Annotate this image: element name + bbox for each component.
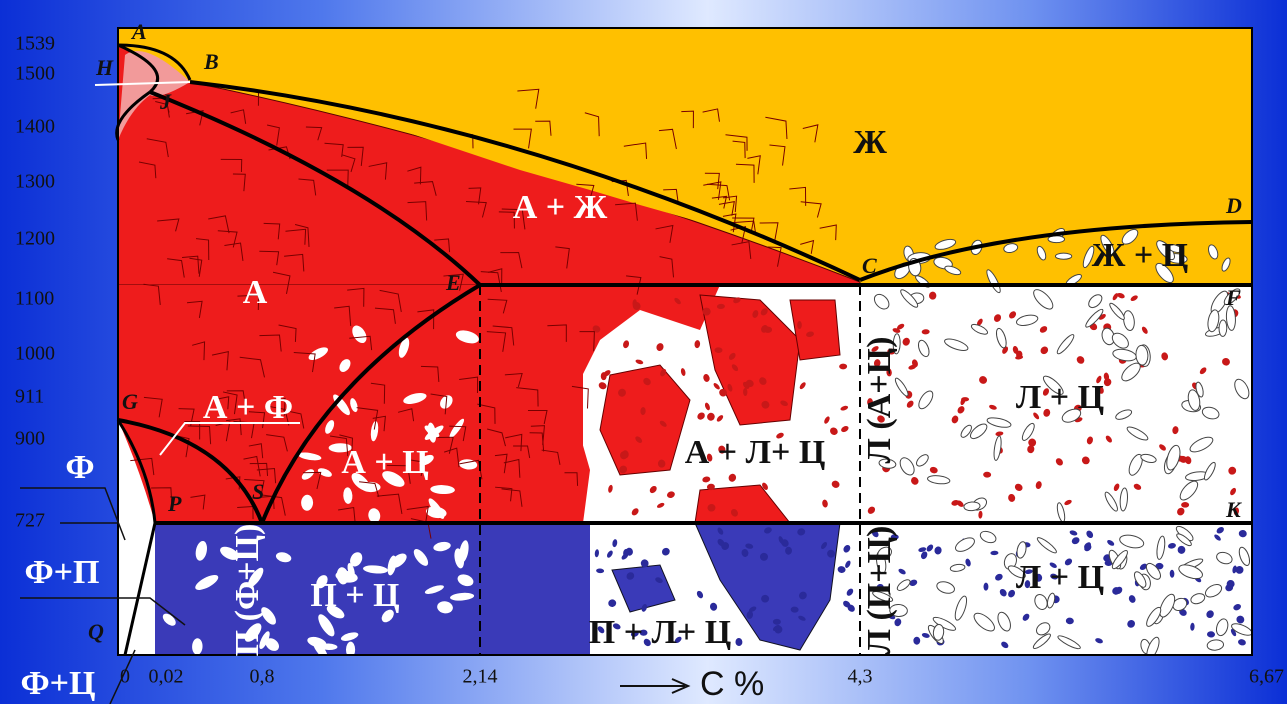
point-label: G xyxy=(122,389,138,414)
y-tick-label: 1539 xyxy=(15,33,55,55)
grain xyxy=(797,321,802,329)
region-label: Л + Ц xyxy=(1016,379,1104,416)
region-label: А + Ж xyxy=(513,189,608,226)
point-label: C xyxy=(862,253,877,278)
region-label: А + Ц xyxy=(341,444,428,481)
region-label: А + Л+ Ц xyxy=(685,434,826,471)
x-tick-label: 6,67 xyxy=(1249,666,1284,688)
point-label: E xyxy=(445,270,461,295)
y-tick-label: 1400 xyxy=(15,116,55,138)
grain xyxy=(1055,253,1071,259)
y-tick-label: 1500 xyxy=(15,63,55,85)
y-tick-label: 1000 xyxy=(15,343,55,365)
region-label: Л + Ц xyxy=(1016,559,1104,596)
x-tick-label: 0,02 xyxy=(149,666,184,688)
side-label: Ф+П xyxy=(24,554,99,591)
y-tick-label: 911 xyxy=(15,386,44,408)
region-label: Л (А+Ц) xyxy=(861,337,898,464)
point-label: H xyxy=(95,55,114,80)
x-tick-label: 0 xyxy=(120,666,130,688)
y-tick-label: 1100 xyxy=(15,288,54,310)
point-label: Q xyxy=(88,619,104,644)
point-label: K xyxy=(1225,497,1242,522)
x-axis-title: C % xyxy=(700,665,764,703)
region-label: А xyxy=(243,274,268,311)
point-label: A xyxy=(130,19,147,44)
point-label: D xyxy=(1225,193,1242,218)
point-label: B xyxy=(203,49,219,74)
y-tick-label: 1300 xyxy=(15,171,55,193)
region-label: П (Ф+Ц) xyxy=(229,524,266,657)
side-label: Ф xyxy=(65,449,94,486)
point-label: F xyxy=(1225,285,1241,310)
region-label: А + Ф xyxy=(203,389,293,426)
region-label: П + Л+ Ц xyxy=(589,614,731,651)
y-tick-label: 900 xyxy=(15,428,45,450)
x-tick-label: 0,8 xyxy=(250,666,275,688)
axis-arrow xyxy=(620,679,688,693)
phase-diagram: 1539 1500 1400 1300 1200 1100 1000 911 900 727 0 0,… xyxy=(0,0,1287,704)
region-label: П + Ц xyxy=(310,577,399,614)
point-label: P xyxy=(167,491,182,516)
point-label: S xyxy=(252,479,264,504)
region-label: Ж + Ц xyxy=(1092,237,1188,274)
region-label: Ж xyxy=(853,124,887,161)
y-tick-label: 727 xyxy=(15,510,45,532)
grain xyxy=(1181,502,1189,508)
x-tick-label: 2,14 xyxy=(463,666,498,688)
x-tick-label: 4,3 xyxy=(848,666,873,688)
point-label: J xyxy=(159,89,172,114)
grain xyxy=(1219,320,1227,337)
region-label: Л (П+Ц) xyxy=(861,526,898,655)
side-label: Ф+Ц xyxy=(20,665,95,702)
y-tick-label: 1200 xyxy=(15,228,55,250)
